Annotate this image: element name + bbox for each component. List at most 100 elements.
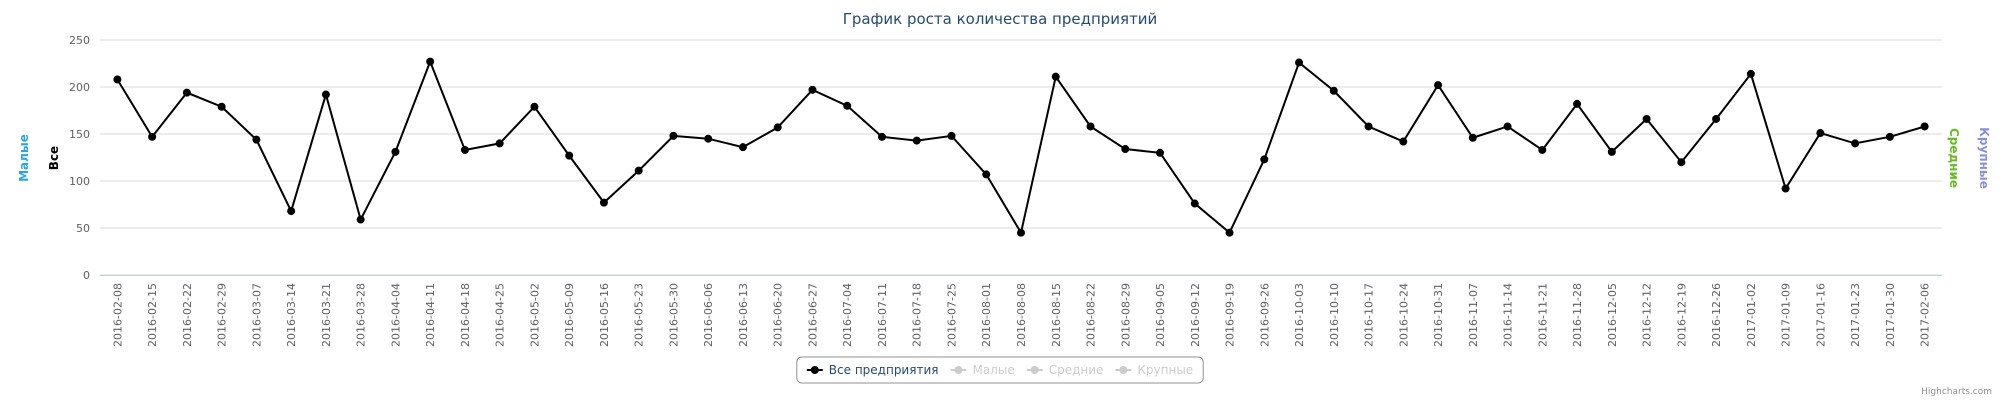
data-point — [287, 207, 296, 216]
x-tick-label: 2016-02-15 — [146, 283, 159, 347]
x-tick-label: 2016-06-06 — [702, 283, 715, 347]
data-point — [843, 101, 852, 110]
y-tick-label: 100 — [69, 175, 90, 188]
data-point — [1677, 158, 1686, 167]
data-point — [1920, 122, 1929, 131]
x-tick-label: 2016-06-27 — [806, 283, 819, 347]
x-tick-label: 2016-12-05 — [1606, 283, 1619, 347]
x-tick-label: 2016-07-25 — [945, 283, 958, 347]
y-tick-label: 150 — [69, 128, 90, 141]
x-tick-label: 2016-11-07 — [1467, 283, 1480, 347]
data-point — [704, 134, 713, 143]
data-point — [1642, 114, 1651, 123]
data-point — [426, 57, 435, 66]
x-tick-label: 2016-03-28 — [355, 283, 368, 347]
data-point — [1607, 147, 1616, 156]
data-point — [1051, 72, 1060, 81]
x-tick-label: 2016-12-12 — [1641, 283, 1654, 347]
x-tick-label: 2016-04-11 — [424, 283, 437, 347]
legend-symbol — [1119, 366, 1128, 374]
y2-axis-title: Крупные — [1977, 127, 1991, 189]
x-tick-label: 2016-03-14 — [285, 283, 298, 347]
legend-label: Крупные — [1137, 363, 1193, 377]
legend-label: Средние — [1049, 363, 1104, 377]
x-tick-label: 2016-03-07 — [250, 283, 263, 347]
legend-item[interactable]: Средние — [1026, 363, 1104, 377]
data-point — [391, 147, 400, 156]
x-tick-label: 2016-09-12 — [1189, 283, 1202, 347]
legend-symbol — [1030, 366, 1039, 374]
x-tick-label: 2016-10-03 — [1293, 283, 1306, 347]
data-point — [321, 90, 330, 99]
x-tick-label: 2017-01-23 — [1849, 283, 1862, 347]
legend-label: Малые — [972, 363, 1014, 377]
data-point — [356, 215, 365, 224]
x-tick-label: 2016-04-25 — [494, 283, 507, 347]
y-tick-label: 0 — [83, 269, 90, 282]
data-point — [1538, 145, 1547, 154]
data-point — [1399, 137, 1408, 146]
legend-item[interactable]: Все предприятия — [806, 363, 939, 377]
data-point — [1885, 132, 1894, 141]
x-tick-label: 2016-09-26 — [1258, 283, 1271, 347]
data-point — [738, 143, 747, 152]
data-point — [460, 145, 469, 154]
data-point — [912, 136, 921, 145]
data-point — [1746, 69, 1755, 78]
x-tick-label: 2016-03-21 — [320, 283, 333, 347]
data-point — [1573, 99, 1582, 108]
legend-item[interactable]: Малые — [950, 363, 1015, 377]
credits: Highcharts.com — [1921, 387, 1992, 397]
data-point — [1121, 145, 1130, 154]
x-tick-label: 2016-07-11 — [876, 283, 889, 347]
x-tick-label: 2016-09-05 — [1154, 283, 1167, 347]
x-tick-label: 2016-12-19 — [1675, 283, 1688, 347]
data-point — [808, 85, 817, 94]
x-tick-label: 2016-06-20 — [772, 283, 785, 347]
data-point — [1086, 122, 1095, 131]
data-point — [1434, 81, 1443, 90]
x-tick-label: 2017-02-06 — [1919, 283, 1932, 347]
y-tick-label: 50 — [76, 222, 90, 235]
legend-item[interactable]: Крупные — [1115, 363, 1193, 377]
data-point — [877, 132, 886, 141]
data-point — [113, 75, 122, 84]
data-point — [1017, 228, 1025, 237]
data-point — [669, 131, 678, 140]
y-tick-label: 200 — [69, 81, 90, 94]
x-tick-label: 2016-11-14 — [1502, 283, 1515, 347]
legend-symbol — [954, 366, 963, 374]
data-point — [1156, 148, 1165, 157]
x-tick-label: 2016-05-23 — [633, 283, 646, 347]
x-tick-label: 2017-01-16 — [1814, 283, 1827, 347]
x-tick-label: 2016-11-21 — [1536, 283, 1549, 347]
x-tick-label: 2017-01-09 — [1780, 283, 1793, 347]
x-tick-label: 2016-10-17 — [1363, 283, 1376, 347]
x-tick-label: 2016-02-29 — [216, 283, 229, 347]
data-point — [252, 135, 261, 144]
data-point — [1851, 139, 1860, 148]
x-tick-label: 2016-05-30 — [667, 283, 680, 347]
x-tick-label: 2016-10-31 — [1432, 283, 1445, 347]
data-point — [1364, 122, 1373, 131]
x-tick-label: 2016-06-13 — [737, 283, 750, 347]
data-point — [148, 132, 157, 141]
data-point — [982, 170, 991, 179]
y-axis-title: Все — [47, 146, 61, 170]
y2-axis-title: Средние — [1947, 128, 1961, 188]
data-point — [1503, 122, 1512, 131]
x-tick-label: 2016-08-08 — [1015, 283, 1028, 347]
data-point — [947, 131, 956, 140]
legend-label: Все предприятия — [829, 363, 939, 377]
x-tick-label: 2016-07-18 — [911, 283, 924, 347]
x-tick-label: 2017-01-02 — [1745, 283, 1758, 347]
data-point — [495, 139, 504, 148]
x-tick-label: 2016-02-08 — [111, 283, 124, 347]
data-point — [599, 198, 608, 207]
x-tick-label: 2016-10-24 — [1397, 283, 1410, 347]
x-tick-label: 2016-05-16 — [598, 283, 611, 347]
x-tick-label: 2016-08-01 — [980, 283, 993, 347]
data-point — [1225, 228, 1234, 237]
data-point — [1468, 133, 1477, 142]
